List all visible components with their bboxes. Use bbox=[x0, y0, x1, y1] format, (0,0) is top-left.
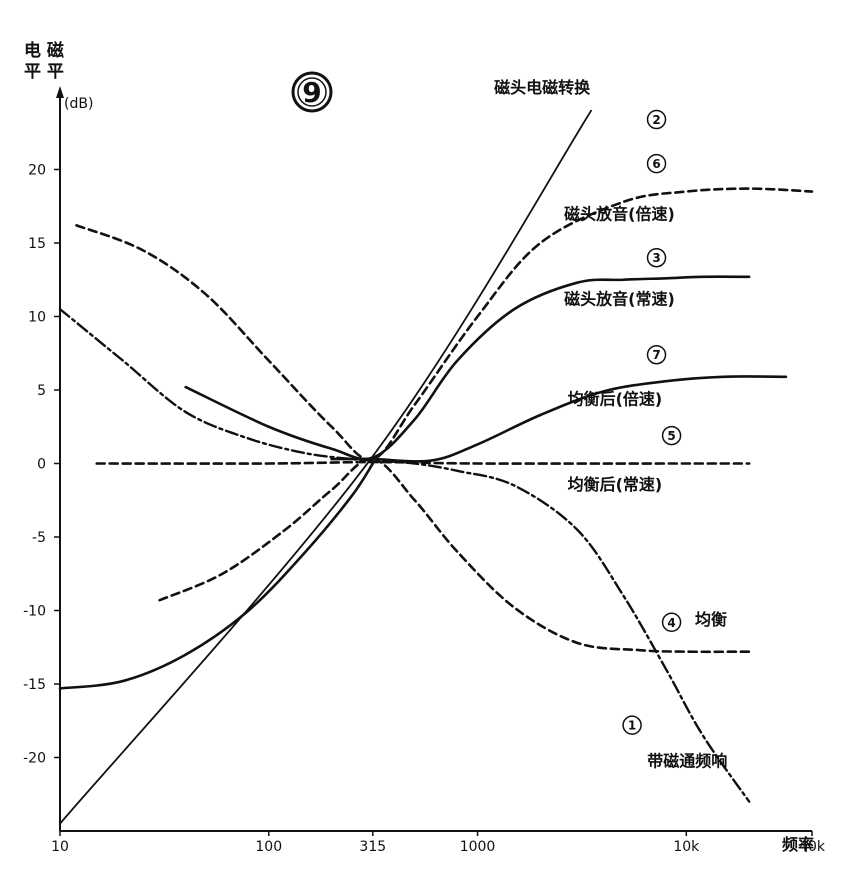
series-line-2 bbox=[59, 109, 593, 825]
y-tick-label: -15 bbox=[23, 677, 46, 693]
series-marker-7 bbox=[646, 344, 667, 365]
y-tick-label: -10 bbox=[23, 604, 46, 620]
x-tick-label: 1000 bbox=[460, 839, 496, 855]
series-marker-3 bbox=[646, 247, 667, 268]
series-marker-number-7: 7 bbox=[652, 348, 660, 362]
y-tick-label: 15 bbox=[28, 236, 46, 252]
series-marker-number-2: 2 bbox=[652, 113, 660, 127]
labels-layer: 1 带磁通频响 2 磁头电磁转换 3 磁头放音(常速) 4 均衡 5 均衡后(常速) 6 磁头放音(倍… bbox=[494, 78, 727, 770]
series-line-5 bbox=[95, 460, 751, 465]
series-marker-4 bbox=[661, 612, 682, 633]
series-line-7 bbox=[330, 375, 788, 463]
series-line-3-lower bbox=[58, 462, 375, 690]
series-label-3: 磁头放音(常速) bbox=[564, 290, 675, 309]
series-label-6: 磁头放音(倍速) bbox=[564, 204, 675, 223]
series-layer bbox=[58, 109, 814, 825]
series-label-4: 均衡 bbox=[695, 610, 727, 629]
series-marker-6 bbox=[646, 153, 667, 174]
series-marker-number-1: 1 bbox=[628, 719, 636, 733]
y-axis-arrow bbox=[56, 86, 64, 98]
y-tick-label: -5 bbox=[32, 530, 46, 546]
x-tick-label: 10 bbox=[51, 839, 69, 855]
chart-title: 9 bbox=[302, 76, 321, 109]
y-tick-label: 0 bbox=[37, 457, 46, 473]
series-line-3 bbox=[184, 275, 751, 461]
chart-title-badge: 9 bbox=[291, 71, 333, 113]
x-tick-label: 100 bbox=[255, 839, 282, 855]
x-tick-label: 40k bbox=[799, 839, 826, 855]
series-marker-number-3: 3 bbox=[652, 251, 660, 265]
series-line-4 bbox=[158, 457, 751, 654]
series-marker-5 bbox=[661, 425, 682, 446]
y-tick-label: 10 bbox=[28, 310, 46, 326]
y-tick-label: -20 bbox=[23, 751, 46, 767]
y-axis-label-line1: 电 磁 bbox=[24, 40, 64, 61]
series-label-1: 带磁通频响 bbox=[647, 751, 727, 770]
y-tick-label: 5 bbox=[37, 383, 46, 399]
series-marker-number-4: 4 bbox=[667, 616, 675, 630]
series-marker-number-6: 6 bbox=[652, 157, 660, 171]
series-label-2: 磁头电磁转换 bbox=[494, 78, 591, 97]
x-axis-label: 频率 bbox=[782, 835, 814, 854]
series-label-7: 均衡后(倍速) bbox=[568, 390, 663, 409]
series-marker-number-5: 5 bbox=[667, 429, 675, 443]
y-axis-label-line2: 平 平 bbox=[24, 62, 64, 82]
y-tick-label: 20 bbox=[28, 163, 46, 179]
x-tick-label: 10k bbox=[673, 839, 700, 855]
series-line-6 bbox=[75, 187, 814, 461]
x-tick-label: 315 bbox=[359, 839, 386, 855]
series-marker-1 bbox=[622, 715, 642, 735]
series-label-5: 均衡后(常速) bbox=[568, 475, 663, 494]
axes bbox=[56, 86, 812, 832]
y-axis-unit: (dB) bbox=[64, 96, 93, 112]
series-marker-2 bbox=[646, 109, 667, 130]
